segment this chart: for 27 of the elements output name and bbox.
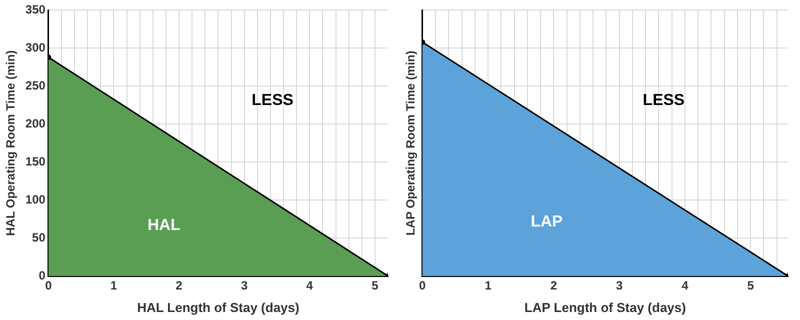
y-tick-label: 50 <box>32 230 46 244</box>
y-tick-label: 0 <box>38 268 46 282</box>
x-tick-label: 5 <box>372 278 379 293</box>
x-tick-label: 0 <box>419 278 426 293</box>
x-tick-label: 1 <box>484 278 492 293</box>
y-tick-label: 300 <box>25 40 46 54</box>
y-axis-title: LAP Operating Room Time (min) <box>404 50 418 236</box>
annotation: LESS <box>642 92 685 109</box>
x-tick-label: 5 <box>747 278 754 293</box>
y-tick-label: 100 <box>25 192 46 206</box>
y-axis-title: HAL Operating Room Time (min) <box>4 50 18 236</box>
x-tick-label: 3 <box>240 278 248 293</box>
x-tick-label: 4 <box>306 278 314 293</box>
y-tick-label: 200 <box>25 116 46 130</box>
x-tick-label: 2 <box>176 278 183 293</box>
x-tick-label: 2 <box>550 278 558 293</box>
x-axis-title: HAL Length of Stay (days) <box>137 300 300 315</box>
x-tick-label: 3 <box>616 278 623 293</box>
x-tick-label: 1 <box>110 278 118 293</box>
x-axis-title: LAP Length of Stay (days) <box>524 300 686 315</box>
series-label: HAL <box>147 216 181 234</box>
y-tick-label: 250 <box>25 78 46 92</box>
x-tick-label: 4 <box>682 278 689 293</box>
y-tick-label: 150 <box>25 154 46 168</box>
series-label: LAP <box>530 213 564 230</box>
annotation: LESS <box>252 92 294 109</box>
y-tick-label: 350 <box>25 2 46 17</box>
